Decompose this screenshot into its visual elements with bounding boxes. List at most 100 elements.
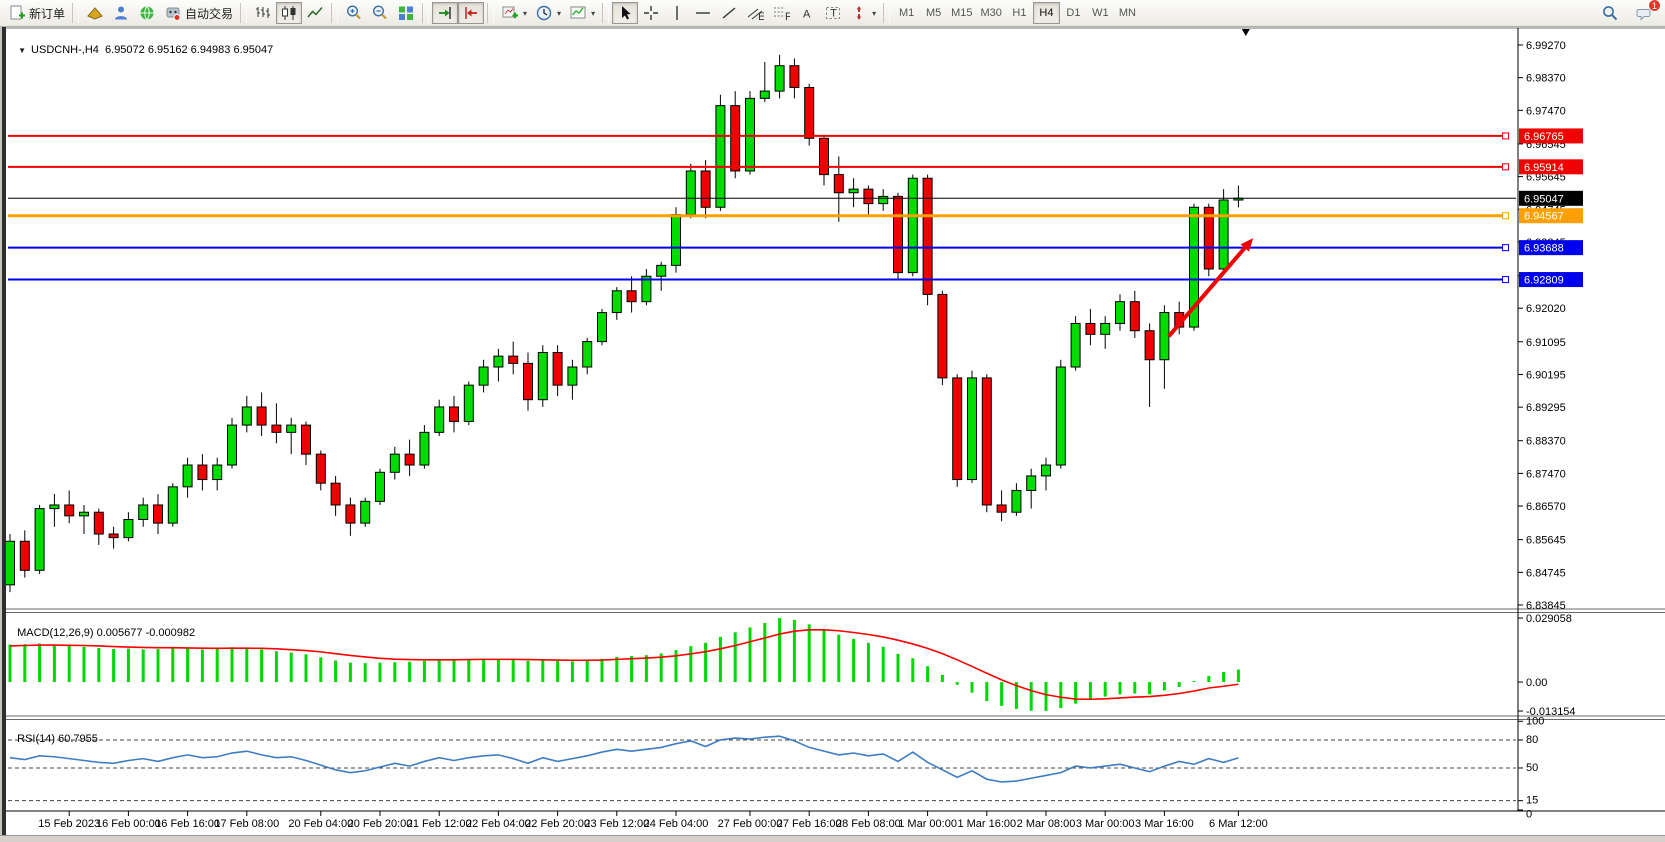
svg-text:0.029058: 0.029058 xyxy=(1526,613,1572,625)
indicators-dropdown-icon[interactable]: ▾ xyxy=(523,8,528,18)
search-button[interactable] xyxy=(1597,2,1623,24)
macd-name: MACD(12,26,9) xyxy=(17,627,94,639)
arrows-button[interactable]: ▾ xyxy=(846,2,880,24)
svg-text:T: T xyxy=(830,8,837,20)
timeframe-m30-button[interactable]: M30 xyxy=(980,7,1002,19)
svg-text:21 Feb 12:00: 21 Feb 12:00 xyxy=(407,818,472,830)
price-axis: 6.992706.983706.974706.965456.956456.947… xyxy=(1518,40,1566,612)
text-label-button[interactable]: T xyxy=(820,2,846,24)
vertical-line-button[interactable] xyxy=(664,2,690,24)
auto-trading-button[interactable]: 自动交易 xyxy=(160,2,237,24)
person-icon xyxy=(115,6,128,20)
svg-text:20 Feb 04:00: 20 Feb 04:00 xyxy=(288,818,353,830)
horizontal-price-lines[interactable] xyxy=(8,132,1516,284)
vline-icon xyxy=(676,6,678,20)
svg-text:22 Feb 04:00: 22 Feb 04:00 xyxy=(466,818,531,830)
price-line-handle[interactable] xyxy=(1502,212,1509,220)
equidistant-channel-button[interactable]: E xyxy=(742,2,768,24)
timeframe-h4-button[interactable]: H4 xyxy=(1032,2,1060,24)
svg-text:24 Feb 04:00: 24 Feb 04:00 xyxy=(644,818,709,830)
bars-icon xyxy=(256,7,271,18)
rsi-indicator-label: RSI(14) 60.7955 xyxy=(11,721,98,745)
toolbar-separator xyxy=(602,3,610,23)
svg-text:6.87470: 6.87470 xyxy=(1526,468,1566,480)
svg-text:100: 100 xyxy=(1526,715,1544,727)
candlestick-mode-button[interactable] xyxy=(276,2,303,24)
timeframe-h1-button[interactable]: H1 xyxy=(1012,7,1027,19)
fibo-icon: F xyxy=(774,7,790,22)
timeframe-m15-button[interactable]: M15 xyxy=(951,7,973,19)
periods-button[interactable]: ▾ xyxy=(531,2,565,24)
fibonacci-button[interactable]: F xyxy=(768,2,794,24)
trendline-button[interactable] xyxy=(716,2,742,24)
timeframe-w1-button[interactable]: W1 xyxy=(1092,7,1109,19)
timeframe-mn-button[interactable]: MN xyxy=(1118,7,1136,19)
indicators-button[interactable]: ▾ xyxy=(497,2,531,24)
price-line-handle[interactable] xyxy=(1502,163,1509,171)
svg-text:6.95645: 6.95645 xyxy=(1526,172,1566,184)
tile-windows-button[interactable] xyxy=(393,2,419,24)
auto-scroll-button[interactable] xyxy=(432,2,459,24)
toolbar-separator xyxy=(72,3,80,23)
toolbar: 新订单 自动交易 ▾ ▾ ▾ E F A T ▾ M1 M5 M15 M30 H1 H4 D1 W1 MN 1 xyxy=(0,0,1665,27)
trend-arrow-annotation[interactable] xyxy=(1167,238,1254,338)
svg-text:6.92020: 6.92020 xyxy=(1526,303,1566,315)
svg-text:6.91095: 6.91095 xyxy=(1526,337,1566,349)
svg-text:80: 80 xyxy=(1526,734,1538,746)
svg-text:17 Feb 08:00: 17 Feb 08:00 xyxy=(214,818,279,830)
zoom-in-button[interactable] xyxy=(341,2,367,24)
navigator-button[interactable] xyxy=(108,2,134,24)
svg-text:6 Mar 12:00: 6 Mar 12:00 xyxy=(1209,818,1268,830)
macd-histogram xyxy=(8,618,1240,711)
toolbar-separator xyxy=(331,3,339,23)
text-button[interactable]: A xyxy=(794,2,820,24)
mql5-community-button[interactable] xyxy=(134,2,160,24)
shift-icon xyxy=(465,7,478,19)
textA-icon: A xyxy=(803,9,811,21)
indicators-icon xyxy=(502,6,519,19)
robot-icon xyxy=(166,7,181,21)
arrowsym-icon xyxy=(856,6,862,20)
periods-dropdown-icon[interactable]: ▾ xyxy=(557,8,562,18)
market-watch-button[interactable] xyxy=(82,2,108,24)
templates-button[interactable]: ▾ xyxy=(565,2,599,24)
timeframe-m5-button[interactable]: M5 xyxy=(925,7,942,19)
svg-text:23 Feb 12:00: 23 Feb 12:00 xyxy=(584,818,649,830)
cursor-button[interactable] xyxy=(612,2,639,24)
templates-dropdown-icon[interactable]: ▾ xyxy=(591,8,596,18)
horizontal-line-button[interactable] xyxy=(690,2,716,24)
macd-main-value: 0.005677 xyxy=(96,627,143,639)
macd-signal-value: -0.000982 xyxy=(145,627,196,639)
chart-symbol-title: ▼ USDCNH-,H4 6.95072 6.95162 6.94983 6.95… xyxy=(12,32,273,56)
svg-text:-0.013154: -0.013154 xyxy=(1526,706,1576,718)
panel-frames xyxy=(0,27,1665,812)
chart-shift-button[interactable] xyxy=(458,2,485,24)
new-order-button[interactable]: 新订单 xyxy=(4,2,69,24)
notifications-button[interactable]: 1 xyxy=(1631,0,1661,24)
svg-text:3 Mar 16:00: 3 Mar 16:00 xyxy=(1135,818,1194,830)
zoomin-icon xyxy=(347,5,361,20)
svg-text:6.92809: 6.92809 xyxy=(1524,275,1564,287)
price-line-handle[interactable] xyxy=(1502,244,1509,252)
svg-text:1 Mar 16:00: 1 Mar 16:00 xyxy=(957,818,1016,830)
chart-shift-marker[interactable] xyxy=(1241,29,1250,36)
collapse-chart-icon[interactable]: ▼ xyxy=(18,46,27,55)
svg-text:6.94567: 6.94567 xyxy=(1524,211,1564,223)
price-line-handle[interactable] xyxy=(1502,276,1509,284)
svg-text:28 Feb 08:00: 28 Feb 08:00 xyxy=(836,818,901,830)
window-left-edge xyxy=(0,27,6,836)
toolbar-separator xyxy=(422,3,430,23)
timeframe-m1-button[interactable]: M1 xyxy=(898,7,915,19)
line-chart-mode-button[interactable] xyxy=(302,2,328,24)
zoom-out-button[interactable] xyxy=(367,2,393,24)
bar-chart-mode-button[interactable] xyxy=(250,2,276,24)
timeframe-d1-button[interactable]: D1 xyxy=(1066,7,1081,19)
macd-indicator-label: MACD(12,26,9) 0.005677 -0.000982 xyxy=(11,615,195,639)
crosshair-button[interactable] xyxy=(638,2,664,24)
price-line-handle[interactable] xyxy=(1502,132,1509,140)
svg-text:20 Feb 20:00: 20 Feb 20:00 xyxy=(348,818,413,830)
arrows-dropdown-icon[interactable]: ▾ xyxy=(872,8,877,18)
textbox-icon: T xyxy=(826,7,841,20)
